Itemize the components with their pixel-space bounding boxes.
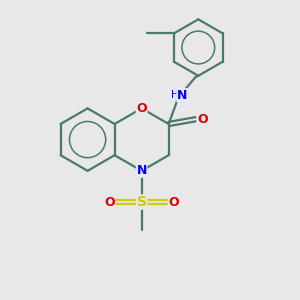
Text: S: S <box>136 195 147 209</box>
Text: O: O <box>197 112 208 126</box>
Text: O: O <box>104 196 115 208</box>
Text: O: O <box>136 102 147 115</box>
Text: N: N <box>136 164 147 177</box>
Text: H: H <box>170 90 178 100</box>
Text: O: O <box>169 196 179 208</box>
Text: N: N <box>177 89 187 102</box>
